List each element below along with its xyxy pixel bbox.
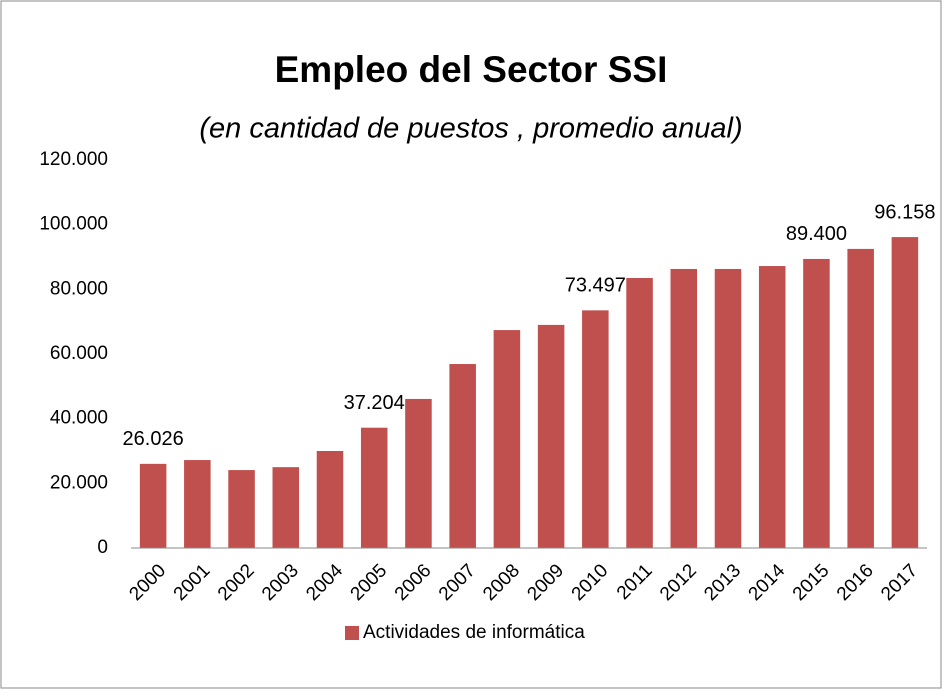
y-tick-label: 100.000 — [39, 214, 108, 235]
chart-subtitle: (en cantidad de puestos , promedio anual… — [199, 113, 742, 145]
bar — [582, 310, 609, 548]
legend-label: Actividades de informática — [363, 622, 585, 643]
data-label: 37.204 — [344, 392, 405, 414]
bar — [316, 451, 344, 548]
y-tick-label: 120.000 — [39, 149, 108, 170]
bar — [228, 470, 255, 548]
data-label: 26.026 — [123, 428, 184, 450]
data-label: 73.497 — [565, 275, 626, 297]
y-tick-label: 0 — [97, 537, 108, 558]
bar — [891, 237, 919, 549]
chart-title: Empleo del Sector SSI — [275, 49, 668, 90]
bar — [847, 248, 874, 548]
bar — [139, 463, 167, 548]
bar — [449, 364, 476, 548]
bar — [537, 324, 565, 548]
bar — [626, 278, 653, 548]
data-label: 89.400 — [786, 223, 847, 245]
y-tick-label: 20.000 — [50, 472, 108, 493]
bar — [803, 258, 830, 548]
bar — [758, 266, 786, 548]
bar — [405, 398, 432, 548]
legend-swatch — [345, 626, 359, 640]
bar — [184, 460, 211, 548]
bar — [360, 427, 388, 548]
y-tick-label: 60.000 — [50, 343, 108, 364]
bar — [670, 268, 698, 548]
y-tick-label: 80.000 — [50, 278, 108, 299]
bar — [493, 330, 521, 548]
bar — [714, 268, 742, 548]
bar — [272, 467, 300, 548]
y-tick-label: 40.000 — [50, 408, 108, 429]
data-label: 96.158 — [874, 201, 935, 223]
